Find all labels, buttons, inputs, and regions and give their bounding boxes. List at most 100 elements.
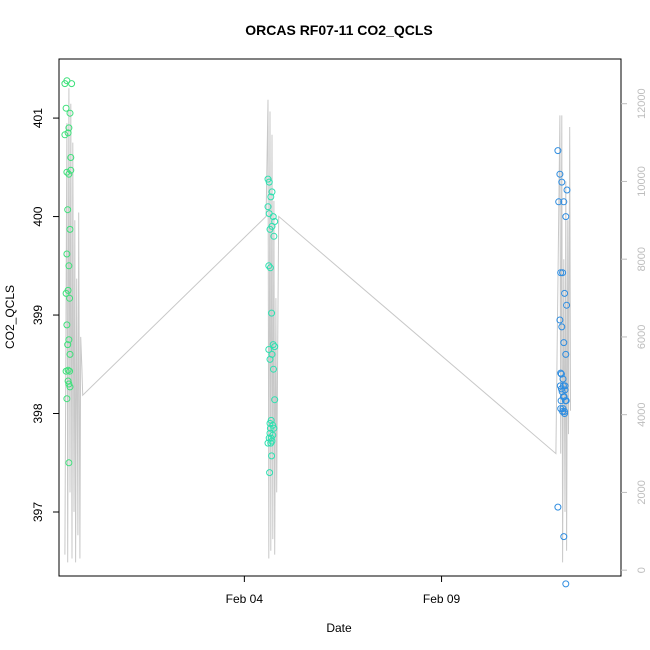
- y2-tick-label: 8000: [636, 247, 648, 271]
- y2-tick-label: 10000: [636, 166, 648, 197]
- y-axis: 397 398 399 400 401: [31, 108, 59, 522]
- data-point: [265, 346, 273, 353]
- x-axis: Feb 04 Feb 09: [226, 576, 461, 606]
- data-point: [560, 339, 568, 347]
- y-axis-label: CO2_QCLS: [3, 285, 17, 349]
- plot-area-frame: [58, 58, 622, 577]
- data-point: [266, 424, 274, 432]
- altitude-trace: [64, 88, 571, 563]
- data-point: [561, 289, 569, 297]
- data-point: [65, 459, 73, 467]
- data-point: [563, 186, 571, 194]
- data-point: [267, 416, 275, 424]
- data-point: [559, 269, 567, 277]
- data-point: [267, 193, 275, 201]
- data-point: [264, 439, 272, 447]
- data-point: [556, 170, 564, 178]
- data-point: [561, 408, 569, 415]
- data-point: [268, 188, 276, 196]
- data-point: [268, 222, 276, 230]
- data-point: [65, 170, 73, 178]
- data-point: [63, 321, 71, 329]
- data-point: [269, 431, 277, 439]
- data-point: [267, 439, 275, 447]
- data-point: [559, 382, 567, 390]
- data-point: [562, 580, 570, 588]
- y-tick-label: 400: [31, 206, 45, 226]
- data-point: [557, 369, 565, 377]
- y2-tick-label: 4000: [636, 402, 648, 426]
- data-point: [66, 109, 74, 117]
- data-point: [560, 198, 568, 206]
- chart-title: ORCAS RF07-11 CO2_QCLS: [245, 22, 433, 38]
- data-point: [265, 210, 273, 218]
- data-point: [554, 503, 562, 511]
- data-point: [65, 262, 73, 270]
- data-point: [64, 206, 72, 214]
- y-tick-label: 401: [31, 108, 45, 128]
- data-point: [562, 213, 570, 221]
- data-point: [270, 232, 278, 240]
- data-point: [67, 166, 75, 174]
- data-point: [65, 124, 73, 132]
- data-point: [64, 286, 72, 294]
- data-point: [563, 301, 571, 309]
- data-point: [555, 198, 563, 206]
- data-point: [557, 370, 565, 378]
- data-point: [270, 424, 278, 432]
- data-point: [554, 147, 562, 155]
- data-point: [269, 341, 277, 349]
- data-point: [270, 365, 277, 373]
- data-point: [271, 396, 279, 404]
- data-point: [265, 178, 273, 186]
- data-point: [559, 375, 567, 383]
- data-point: [558, 178, 566, 186]
- data-point: [65, 336, 73, 344]
- data-point: [268, 452, 276, 460]
- y-tick-label: 399: [31, 305, 45, 325]
- data-point: [557, 269, 565, 277]
- x-axis-label: Date: [326, 621, 352, 635]
- y2-tick-label: 2000: [636, 480, 648, 504]
- data-points: [61, 77, 571, 588]
- data-point: [268, 309, 276, 317]
- y2-tick-label: 0: [636, 567, 648, 573]
- data-point: [558, 323, 566, 331]
- x-tick-label: Feb 09: [423, 592, 461, 606]
- data-point: [66, 367, 74, 375]
- data-point: [271, 343, 279, 351]
- data-point: [556, 316, 564, 324]
- data-point: [559, 408, 567, 415]
- data-point: [63, 250, 71, 258]
- data-point: [561, 410, 569, 417]
- data-point: [66, 294, 74, 302]
- data-point: [64, 341, 72, 349]
- data-point: [268, 350, 276, 358]
- data-point: [67, 154, 75, 161]
- y-tick-label: 398: [31, 403, 45, 423]
- data-point: [66, 350, 74, 358]
- y2-tick-label: 12000: [636, 88, 648, 119]
- data-point: [63, 395, 71, 403]
- data-point: [66, 383, 74, 391]
- y2-axis: 0 2000 4000 6000 8000 10000 12000: [621, 88, 648, 573]
- data-point: [62, 104, 70, 112]
- data-point: [557, 397, 565, 405]
- data-point: [61, 131, 69, 139]
- data-point: [265, 262, 273, 270]
- data-point: [266, 469, 274, 477]
- data-point: [68, 80, 76, 88]
- data-point: [266, 264, 274, 272]
- data-point: [562, 350, 570, 358]
- data-point: [66, 225, 74, 233]
- y2-tick-label: 6000: [636, 325, 648, 349]
- x-tick-label: Feb 04: [226, 592, 264, 606]
- data-point: [64, 366, 72, 374]
- data-point: [561, 386, 569, 394]
- data-point: [63, 168, 71, 176]
- data-point: [560, 533, 568, 541]
- y-tick-label: 397: [31, 502, 45, 522]
- data-point: [264, 203, 272, 211]
- data-point: [562, 397, 570, 405]
